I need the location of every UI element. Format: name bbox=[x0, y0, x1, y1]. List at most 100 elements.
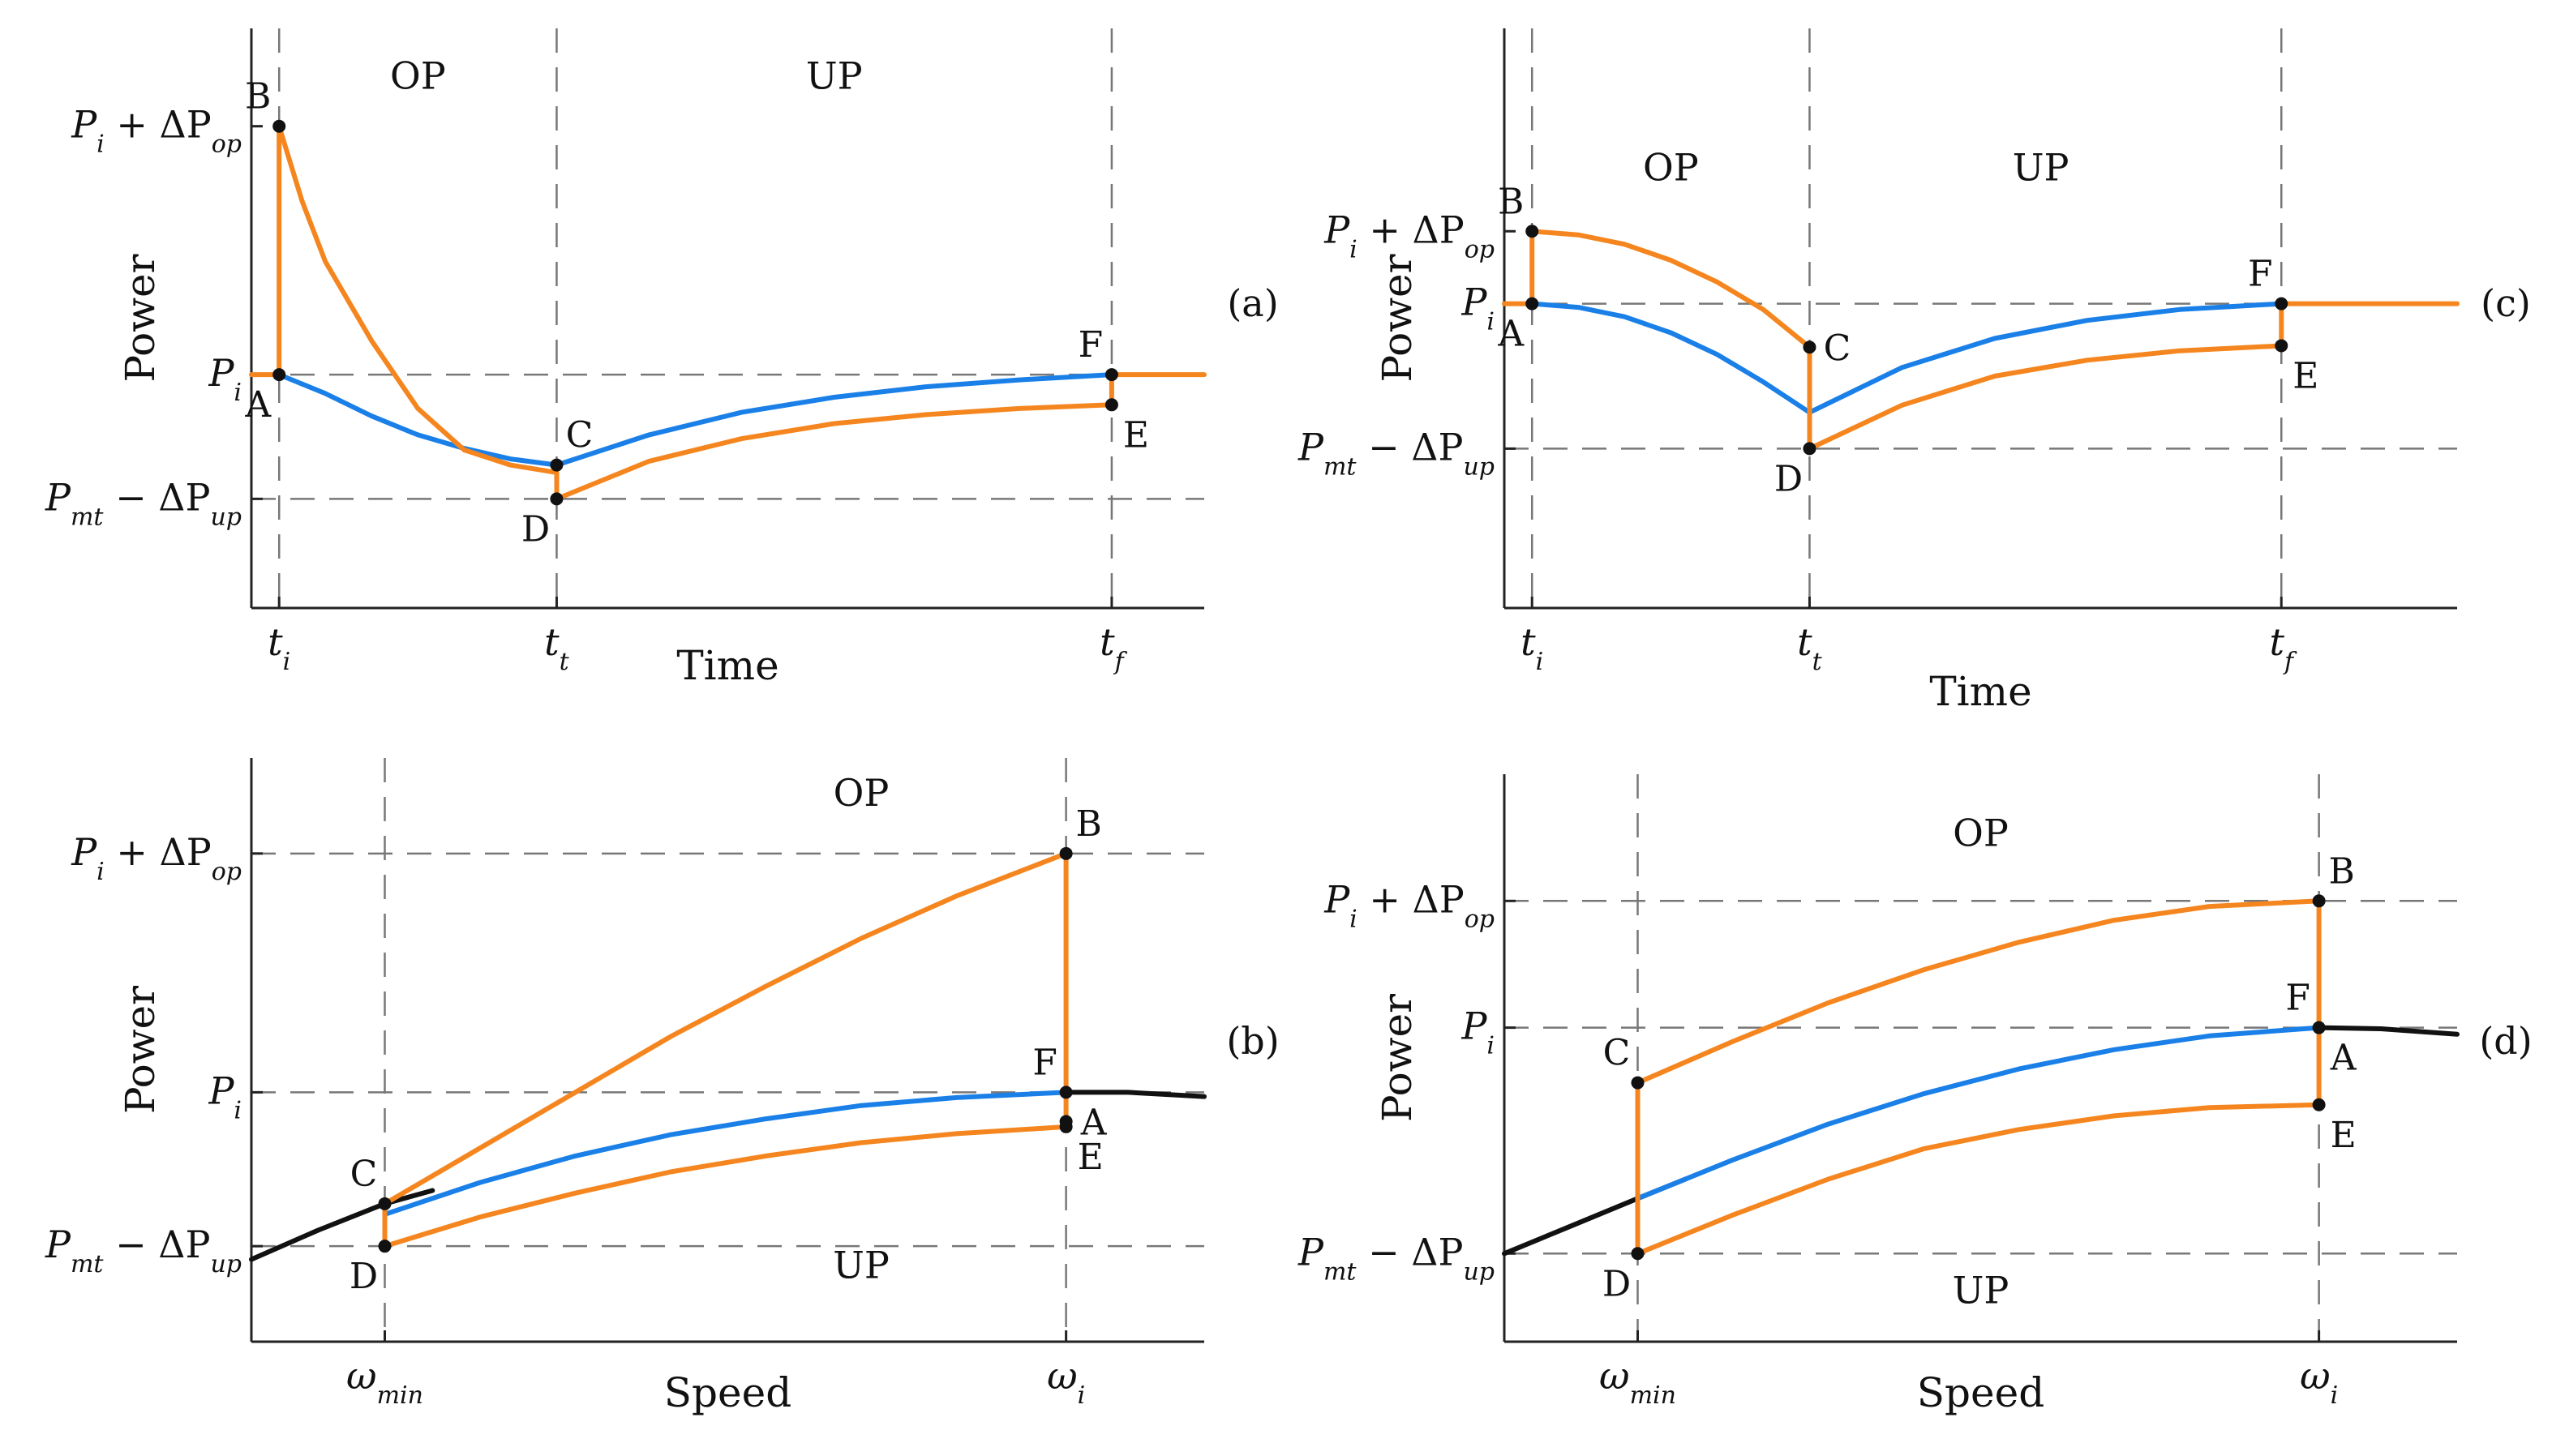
point-f-marker bbox=[2313, 1021, 2326, 1034]
panel-label-b: (b) bbox=[1226, 1019, 1279, 1063]
panel-label-d: (d) bbox=[2479, 1019, 2532, 1063]
y-axis-title: Power bbox=[117, 254, 164, 382]
point-c-marker bbox=[1632, 1077, 1645, 1090]
panel-label-a: (a) bbox=[1227, 281, 1278, 325]
point-c-marker bbox=[379, 1197, 392, 1210]
x-tick-label: tt bbox=[1797, 620, 1823, 676]
chart-panel-a: ti tt tf Pi + ΔPop Pi Pmt − ΔPup OP UP A B C D E F Tim… bbox=[45, 28, 1279, 689]
point-b-marker bbox=[1525, 225, 1538, 238]
series-blue bbox=[1532, 304, 2281, 413]
point-a-marker bbox=[272, 368, 285, 381]
point-e-marker bbox=[1060, 1120, 1073, 1133]
y-tick-label: Pi bbox=[208, 351, 242, 407]
point-d-label: D bbox=[1602, 1263, 1631, 1304]
point-e-marker bbox=[2313, 1098, 2326, 1111]
figure-canvas: ti tt tf Pi + ΔPop Pi Pmt − ΔPup OP UP A B C D E F Tim… bbox=[0, 0, 2552, 1456]
point-f-label: F bbox=[1032, 1042, 1057, 1083]
x-tick-label: ωmin bbox=[1599, 1354, 1676, 1410]
x-tick-label: tf bbox=[2269, 620, 2297, 676]
point-a-label: A bbox=[244, 384, 272, 426]
point-e-label: E bbox=[2293, 355, 2318, 396]
point-d-label: D bbox=[521, 508, 550, 550]
point-a-label: A bbox=[1497, 314, 1525, 355]
y-tick-label: Pmt − ΔPup bbox=[1297, 425, 1495, 481]
chart-panel-d: ωmin ωi Pi + ΔPop Pi Pmt − ΔPup OP UP A B C D E F Spe… bbox=[1297, 774, 2533, 1416]
point-e-marker bbox=[1105, 398, 1118, 411]
region-label-op: OP bbox=[390, 54, 446, 97]
point-b-marker bbox=[2313, 894, 2326, 907]
point-f-label: F bbox=[1079, 324, 1104, 366]
x-tick-label: ti bbox=[268, 620, 290, 676]
region-label-op: OP bbox=[834, 771, 890, 815]
region-label-up: UP bbox=[833, 1243, 890, 1287]
point-e-label: E bbox=[2331, 1115, 2357, 1156]
y-tick-label: Pi bbox=[1460, 1004, 1495, 1060]
series-orange-UP bbox=[1810, 304, 2458, 449]
point-d-marker bbox=[1803, 442, 1816, 455]
chart-panel-c: ti tt tf Pi + ΔPop Pi Pmt − ΔPup OP UP A B C D E F Tim… bbox=[1297, 28, 2531, 715]
series-black-tail bbox=[2319, 1028, 2457, 1034]
point-d-label: D bbox=[350, 1256, 378, 1297]
point-b-label: B bbox=[2328, 850, 2354, 892]
point-f-marker bbox=[1105, 368, 1118, 381]
series-orange-bottom bbox=[1638, 1105, 2319, 1254]
y-axis-title: Power bbox=[1374, 994, 1421, 1122]
series-blue bbox=[385, 1092, 1066, 1214]
x-axis-title: Time bbox=[1929, 668, 2031, 715]
region-label-op: OP bbox=[1643, 146, 1699, 190]
y-tick-label: Pmt − ΔPup bbox=[1297, 1230, 1495, 1286]
x-tick-label: ωmin bbox=[346, 1354, 423, 1410]
y-tick-label: Pi + ΔPop bbox=[1323, 877, 1495, 933]
x-tick-label: ωi bbox=[1047, 1354, 1085, 1410]
y-tick-label: Pi + ΔPop bbox=[71, 103, 242, 159]
point-c-marker bbox=[1803, 340, 1816, 353]
y-tick-label: Pmt − ΔPup bbox=[45, 475, 242, 531]
x-tick-label: tf bbox=[1100, 620, 1128, 676]
region-label-up: UP bbox=[2013, 146, 2069, 190]
point-c-marker bbox=[550, 459, 563, 472]
point-e-label: E bbox=[1123, 414, 1149, 456]
series-orange-top bbox=[385, 854, 1066, 1204]
point-c-label: C bbox=[566, 415, 594, 456]
series-black-tail bbox=[1066, 1092, 1204, 1096]
point-c-label: C bbox=[1824, 328, 1851, 369]
series-orange-top bbox=[1638, 901, 2319, 1082]
series-orange-OP bbox=[251, 126, 557, 473]
chart-panel-b: ωmin ωi Pi + ΔPop Pi Pmt − ΔPup OP UP A B C D E F Spe… bbox=[45, 758, 1280, 1416]
point-f-label: F bbox=[2285, 978, 2310, 1019]
point-b-label: B bbox=[245, 76, 271, 118]
point-a-marker bbox=[1525, 298, 1538, 310]
y-tick-label: Pi bbox=[208, 1068, 242, 1124]
point-c-label: C bbox=[350, 1154, 378, 1195]
region-label-op: OP bbox=[1953, 811, 2009, 854]
x-tick-label: tt bbox=[544, 620, 570, 676]
x-axis-title: Time bbox=[676, 642, 778, 689]
series-blue bbox=[1638, 1028, 2319, 1199]
point-b-label: B bbox=[1498, 181, 1524, 222]
point-f-marker bbox=[2275, 298, 2288, 310]
point-e-marker bbox=[2275, 339, 2288, 352]
point-b-label: B bbox=[1075, 803, 1101, 845]
x-tick-label: ωi bbox=[2300, 1354, 2338, 1410]
region-label-up: UP bbox=[1953, 1268, 2009, 1312]
point-d-marker bbox=[550, 492, 563, 505]
y-tick-label: Pi + ΔPop bbox=[71, 830, 242, 886]
point-f-label: F bbox=[2248, 254, 2273, 295]
x-axis-title: Speed bbox=[1917, 1369, 2044, 1416]
point-a-label: A bbox=[2330, 1038, 2357, 1079]
y-axis-title: Power bbox=[117, 986, 164, 1114]
point-d-marker bbox=[1632, 1247, 1645, 1260]
point-b-marker bbox=[1060, 847, 1073, 860]
y-axis-title: Power bbox=[1374, 254, 1421, 382]
y-tick-label: Pmt − ΔPup bbox=[45, 1223, 242, 1278]
point-d-label: D bbox=[1774, 458, 1803, 499]
y-tick-label: Pi bbox=[1460, 280, 1495, 336]
region-label-up: UP bbox=[806, 54, 863, 97]
point-f-marker bbox=[1060, 1086, 1073, 1098]
series-black bbox=[251, 1191, 432, 1260]
x-axis-title: Speed bbox=[664, 1369, 791, 1416]
point-d-marker bbox=[379, 1240, 392, 1253]
panel-label-c: (c) bbox=[2481, 281, 2531, 325]
point-c-label: C bbox=[1603, 1033, 1631, 1074]
point-b-marker bbox=[272, 120, 285, 133]
